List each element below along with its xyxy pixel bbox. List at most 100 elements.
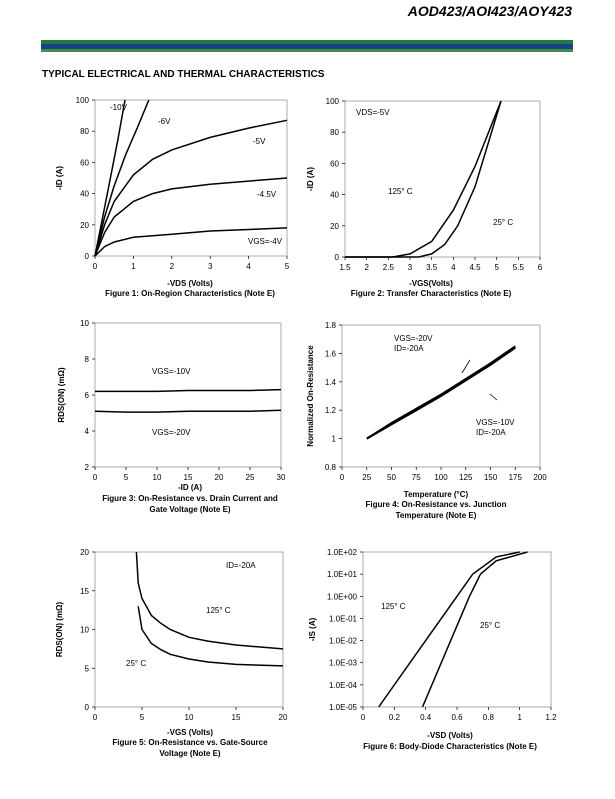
x-tick-label: 0 xyxy=(361,713,366,722)
y-tick-label: 1.2 xyxy=(325,406,337,415)
x-tick-label: 100 xyxy=(434,473,448,482)
section-title: TYPICAL ELECTRICAL AND THERMAL CHARACTER… xyxy=(42,69,325,80)
series-label: VGS=-20V xyxy=(152,428,191,437)
series-label: 125° C xyxy=(388,187,413,196)
figure-caption: Temperature (Note E) xyxy=(396,511,477,520)
y-tick-label: 80 xyxy=(330,128,339,137)
figure-caption: Figure 2: Transfer Characteristics (Note… xyxy=(351,289,512,298)
y-tick-label: 10 xyxy=(80,319,89,328)
y-tick-label: 0 xyxy=(335,253,340,262)
y-tick-label: 1.0E+02 xyxy=(327,548,358,557)
x-tick-label: 4.5 xyxy=(469,263,481,272)
x-axis-label: -VGS (Volts) xyxy=(167,728,213,737)
x-tick-label: 3 xyxy=(408,263,413,272)
y-tick-label: 80 xyxy=(80,127,89,136)
x-tick-label: 0 xyxy=(93,262,98,271)
x-tick-label: 15 xyxy=(184,473,193,482)
series-label: VGS=-4V xyxy=(248,237,283,246)
arrow xyxy=(461,359,471,374)
series-line xyxy=(345,100,502,258)
series-label: VGS=-10V xyxy=(152,367,191,376)
x-tick-label: 5 xyxy=(494,263,499,272)
series-line xyxy=(94,409,282,413)
x-tick-label: 15 xyxy=(232,713,241,722)
series-line xyxy=(378,551,520,708)
y-tick-label: 1.0E+00 xyxy=(327,592,358,601)
y-axis-label: RDS(ON) (mΩ) xyxy=(57,367,66,423)
y-tick-label: 100 xyxy=(76,96,90,105)
x-tick-label: 0 xyxy=(93,473,98,482)
x-tick-label: 20 xyxy=(215,473,224,482)
y-tick-label: 15 xyxy=(80,587,89,596)
arrow xyxy=(489,393,498,401)
y-tick-label: 40 xyxy=(80,190,89,199)
annotation: VDS=-5V xyxy=(356,108,390,117)
y-tick-label: 1.0E-01 xyxy=(329,614,358,623)
figure-caption: Figure 5: On-Resistance vs. Gate-Source xyxy=(112,738,268,747)
x-tick-label: 4 xyxy=(246,262,251,271)
figure-caption: Figure 4: On-Resistance vs. Junction xyxy=(366,500,507,509)
series-line xyxy=(137,606,284,667)
x-tick-label: 0.8 xyxy=(483,713,495,722)
series-label: 125° C xyxy=(206,606,231,615)
y-axis-label: -ID (A) xyxy=(55,166,64,190)
y-tick-label: 4 xyxy=(85,427,90,436)
series-line xyxy=(366,346,516,440)
x-tick-label: 75 xyxy=(412,473,421,482)
series-label: -6V xyxy=(158,117,171,126)
series-line xyxy=(94,99,126,257)
series-label: VGS=-10V xyxy=(476,418,515,427)
x-tick-label: 2 xyxy=(170,262,175,271)
series-label: 25° C xyxy=(480,621,500,630)
plot-frame xyxy=(94,551,284,708)
series-label: VGS=-20V xyxy=(394,334,433,343)
y-tick-label: 1.8 xyxy=(325,321,337,330)
y-tick-label: 20 xyxy=(80,548,89,557)
y-tick-label: 40 xyxy=(330,191,339,200)
x-tick-label: 2.5 xyxy=(383,263,395,272)
y-tick-label: 1.0E-02 xyxy=(329,637,358,646)
series-label: 25° C xyxy=(126,659,146,668)
x-tick-label: 10 xyxy=(153,473,162,482)
series-line xyxy=(366,345,516,440)
y-axis-label: -ID (A) xyxy=(306,167,315,191)
y-tick-label: 1.0E-04 xyxy=(329,681,358,690)
series-label: 25° C xyxy=(493,218,513,227)
y-tick-label: 0 xyxy=(85,703,90,712)
y-tick-label: 0 xyxy=(85,252,90,261)
header: AOD423/AOI423/AOY423 xyxy=(407,3,572,19)
x-axis-label: -VGS(Volts) xyxy=(409,279,453,288)
y-tick-label: 20 xyxy=(330,222,339,231)
header-bar xyxy=(41,49,573,52)
x-tick-label: 6 xyxy=(538,263,543,272)
x-tick-label: 5 xyxy=(124,473,129,482)
x-tick-label: 1.2 xyxy=(545,713,557,722)
series-label: -5V xyxy=(253,137,266,146)
x-tick-label: 30 xyxy=(277,473,286,482)
y-tick-label: 0.8 xyxy=(325,463,337,472)
y-tick-label: 1.0E+01 xyxy=(327,570,358,579)
figure-caption: Figure 6: Body-Diode Characteristics (No… xyxy=(363,742,537,751)
x-tick-label: 25 xyxy=(246,473,255,482)
y-tick-label: 5 xyxy=(85,664,90,673)
x-tick-label: 0 xyxy=(340,473,345,482)
x-tick-label: 150 xyxy=(484,473,498,482)
x-axis-label: -VSD (Volts) xyxy=(427,731,473,740)
figure-caption: Figure 3: On-Resistance vs. Drain Curren… xyxy=(102,494,278,503)
y-tick-label: 1 xyxy=(332,435,337,444)
y-axis-label: -IS (A) xyxy=(308,617,317,641)
series-line xyxy=(95,388,282,393)
x-tick-label: 0 xyxy=(93,713,98,722)
y-tick-label: 1.4 xyxy=(325,378,337,387)
figure-caption: Gate Voltage (Note E) xyxy=(149,505,231,514)
x-tick-label: 1 xyxy=(131,262,136,271)
x-tick-label: 20 xyxy=(279,713,288,722)
plot-frame xyxy=(94,322,282,468)
plot-frame xyxy=(344,100,541,258)
y-tick-label: 20 xyxy=(80,221,89,230)
x-tick-label: 2 xyxy=(364,263,369,272)
series-line xyxy=(94,99,150,257)
y-tick-label: 10 xyxy=(80,626,89,635)
series-condition: ID=-20A xyxy=(394,344,424,353)
series-label: -4.5V xyxy=(257,190,277,199)
